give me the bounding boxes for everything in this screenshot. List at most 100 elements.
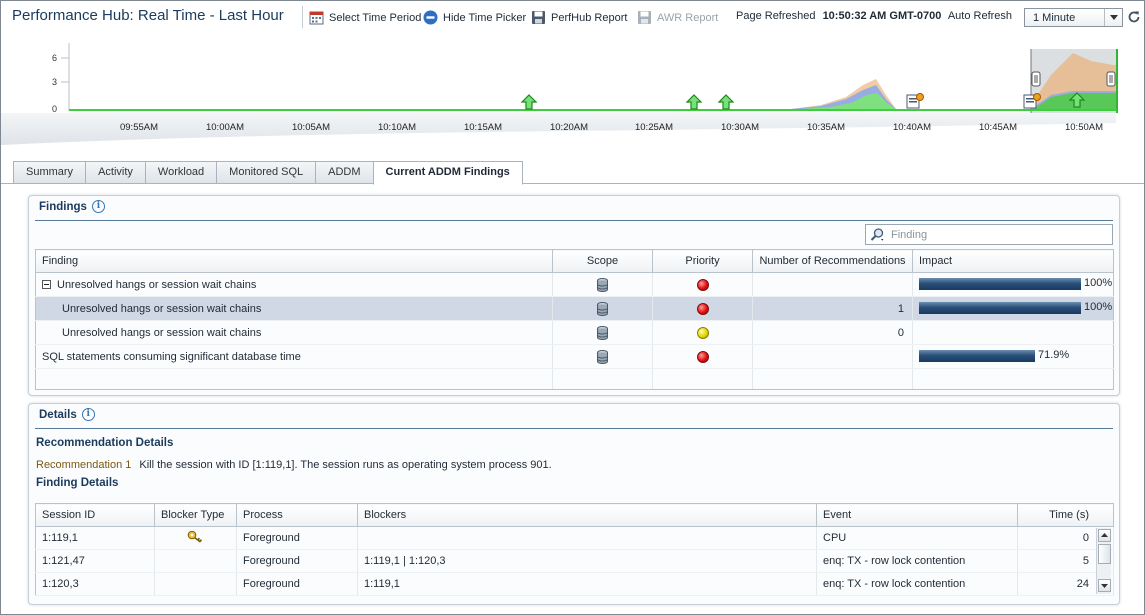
page-refreshed-status: Page Refreshed 10:50:32 AM GMT-0700 Auto…	[736, 10, 1012, 22]
addm-report-icon[interactable]	[1023, 93, 1041, 109]
table-row[interactable]: 1:120,3 Foreground 1:119,1 enq: TX - row…	[35, 572, 1114, 596]
details-divider	[35, 428, 1113, 429]
tab-addm[interactable]: ADDM	[315, 161, 373, 184]
collapse-toggle-icon[interactable]	[42, 279, 51, 289]
arrow-up-icon[interactable]	[685, 94, 703, 110]
findings-title: Findings	[39, 200, 87, 213]
awr-report-label: AWR Report	[657, 11, 719, 24]
database-icon	[597, 349, 608, 364]
refresh-icon[interactable]	[1127, 10, 1141, 24]
column-header-scope[interactable]: Scope	[552, 249, 653, 273]
database-icon	[597, 301, 608, 316]
recommendation-text: Kill the session with ID [1:119,1]. The …	[139, 459, 552, 471]
impact-cell	[912, 320, 1114, 345]
session-id-cell: 1:121,47	[35, 549, 155, 573]
addm-report-icon[interactable]	[906, 93, 924, 109]
priority-high-icon	[696, 350, 709, 363]
scroll-thumb[interactable]	[1098, 544, 1111, 564]
details-scrollbar[interactable]	[1096, 528, 1111, 594]
column-header-process[interactable]: Process	[236, 503, 358, 527]
blocker-type-cell	[154, 549, 237, 573]
impact-value: 100%	[1084, 301, 1113, 313]
table-row[interactable]: SQL statements consuming significant dat…	[35, 344, 1114, 369]
perfhub-report-label: PerfHub Report	[551, 11, 628, 24]
findings-header-row: Finding Scope Priority Number of Recomme…	[35, 249, 1114, 273]
window-right-handle[interactable]	[1106, 71, 1116, 87]
column-header-time[interactable]: Time (s)	[1017, 503, 1114, 527]
table-row[interactable]: Unresolved hangs or session wait chains …	[35, 320, 1114, 345]
tab-summary[interactable]: Summary	[13, 161, 86, 184]
column-header-impact[interactable]: Impact	[912, 249, 1114, 273]
table-row[interactable]: Unresolved hangs or session wait chains …	[35, 296, 1114, 321]
page-title: Performance Hub: Real Time - Last Hour	[12, 7, 284, 24]
column-header-finding[interactable]: Finding	[35, 249, 553, 273]
time-cell: 0	[1017, 526, 1114, 550]
findings-divider	[35, 220, 1113, 221]
impact-cell: 71.9%	[912, 344, 1114, 369]
column-header-blockers[interactable]: Blockers	[357, 503, 817, 527]
time-picker-chart[interactable]: 6 3 0	[1, 35, 1144, 153]
chevron-down-icon	[1101, 584, 1108, 588]
x-tick-label: 10:05AM	[292, 122, 330, 133]
chevron-down-icon[interactable]	[1104, 9, 1122, 26]
priority-high-icon	[696, 278, 709, 291]
findings-heading: Findings i	[39, 200, 105, 213]
priority-cell	[652, 272, 753, 297]
tab-monitored-sql[interactable]: Monitored SQL	[216, 161, 316, 184]
recommendation-details-heading: Recommendation Details	[36, 437, 174, 449]
column-header-priority[interactable]: Priority	[652, 249, 753, 273]
tab-activity[interactable]: Activity	[85, 161, 145, 184]
finding-details-table: Session ID Blocker Type Process Blockers…	[35, 503, 1114, 596]
x-tick-label: 10:00AM	[206, 122, 244, 133]
process-cell: Foreground	[236, 526, 358, 550]
impact-value: 100%	[1084, 277, 1113, 289]
scope-cell	[552, 320, 653, 345]
hide-time-picker-button[interactable]: Hide Time Picker	[423, 10, 526, 25]
process-cell: Foreground	[236, 549, 358, 573]
info-icon[interactable]: i	[91, 200, 105, 213]
arrow-up-icon[interactable]	[520, 94, 538, 110]
awr-report-button[interactable]: AWR Report	[637, 10, 718, 25]
page-refreshed-time: 10:50:32 AM GMT-0700	[822, 10, 942, 22]
hide-time-picker-label: Hide Time Picker	[443, 11, 527, 24]
findings-table: Finding Scope Priority Number of Recomme…	[35, 249, 1114, 390]
auto-refresh-select[interactable]: 1 Minute	[1024, 8, 1123, 27]
scope-cell	[552, 344, 653, 369]
select-time-period-label: Select Time Period	[329, 11, 422, 24]
column-header-event[interactable]: Event	[816, 503, 1018, 527]
column-header-recommendations[interactable]: Number of Recommendations	[752, 249, 913, 273]
arrow-up-icon[interactable]	[1068, 92, 1086, 108]
empty-row	[35, 368, 1114, 390]
priority-cell	[652, 344, 753, 369]
recommendation-label: Recommendation 1	[36, 459, 132, 471]
y-tick-label: 6	[52, 53, 57, 63]
column-header-blocker-type[interactable]: Blocker Type	[154, 503, 237, 527]
impact-value: 71.9%	[1038, 349, 1070, 361]
tab-workload[interactable]: Workload	[144, 161, 217, 184]
save-icon	[638, 11, 651, 24]
impact-cell: 100%	[912, 272, 1114, 297]
table-row[interactable]: Unresolved hangs or session wait chains …	[35, 272, 1114, 297]
window-left-handle[interactable]	[1031, 71, 1041, 87]
process-cell: Foreground	[236, 572, 358, 596]
finding-search-input[interactable]: Finding	[865, 224, 1113, 245]
tab-current-addm-findings[interactable]: Current ADDM Findings	[372, 161, 523, 185]
scroll-up-button[interactable]	[1098, 529, 1111, 542]
x-tick-label: 10:45AM	[979, 122, 1017, 133]
scroll-down-button[interactable]	[1098, 579, 1111, 592]
blocker-type-cell	[154, 572, 237, 596]
select-time-period-button[interactable]: Select Time Period	[309, 10, 421, 25]
finding-cell: SQL statements consuming significant dat…	[35, 344, 553, 369]
tab-strip: Summary Activity Workload Monitored SQL …	[13, 161, 523, 185]
info-icon[interactable]: i	[81, 408, 95, 421]
column-header-session-id[interactable]: Session ID	[35, 503, 155, 527]
x-tick-label: 10:10AM	[378, 122, 416, 133]
perfhub-report-button[interactable]: PerfHub Report	[531, 10, 627, 25]
x-tick-label: 09:55AM	[120, 122, 158, 133]
table-row[interactable]: 1:119,1 Foreground CPU 0	[35, 526, 1114, 550]
priority-cell	[652, 296, 753, 321]
arrow-up-icon[interactable]	[717, 94, 735, 110]
table-row[interactable]: 1:121,47 Foreground 1:119,1 | 1:120,3 en…	[35, 549, 1114, 573]
finding-search-placeholder: Finding	[891, 229, 928, 241]
search-icon[interactable]	[869, 227, 887, 243]
